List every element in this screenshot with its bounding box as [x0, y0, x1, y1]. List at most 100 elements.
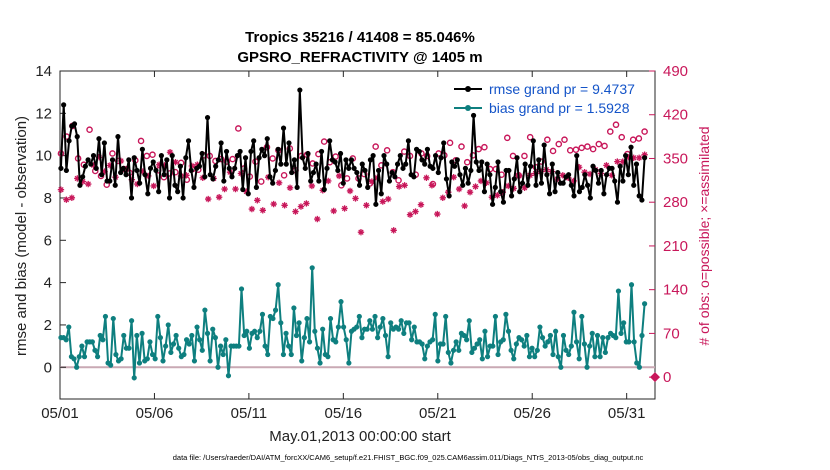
bias-point [440, 341, 446, 347]
bias-point [92, 347, 98, 353]
bias-point [327, 315, 334, 322]
rmse-point [340, 180, 346, 186]
obs-assimilated-marker [303, 200, 310, 207]
rmse-point [500, 199, 507, 205]
rmse-point [112, 182, 118, 188]
bias-point [286, 343, 292, 349]
y-tick-label: 14 [35, 63, 52, 80]
y-tick-label: 12 [35, 105, 52, 122]
obs-possible-marker [595, 140, 603, 148]
obs-assimilated-marker [630, 154, 637, 162]
bias-point [181, 351, 187, 358]
obs-possible-marker [372, 143, 379, 150]
bias-point [173, 332, 179, 339]
obs-assimilated-marker [117, 157, 125, 165]
obs-possible-marker [149, 151, 156, 159]
bias-point [333, 339, 339, 345]
bias-point [354, 324, 360, 330]
rmse-point [582, 172, 588, 178]
rmse-point [96, 136, 102, 142]
tick-labels: 05/01 05/06 05/11 05/16 05/21 05/26 05/31 0 2 4 6 8… [35, 63, 688, 422]
bias-point [430, 337, 436, 343]
obs-assimilated-marker [368, 178, 376, 185]
obs-possible-marker [612, 121, 620, 129]
rmse-point [484, 161, 490, 167]
rmse-point [221, 178, 227, 184]
bias-point [79, 343, 85, 349]
obs-assimilated-marker [85, 180, 92, 188]
rmse-point [313, 161, 319, 167]
obs-assimilated-marker [205, 195, 212, 203]
bias-point [199, 347, 205, 353]
rmse-point [321, 186, 327, 193]
bias-point [220, 351, 226, 358]
rmse-point [419, 157, 425, 163]
bias-point [139, 330, 145, 337]
bias-point [602, 349, 608, 356]
bias-point [592, 354, 598, 360]
rmse-point [324, 165, 330, 171]
bias-point [306, 339, 313, 345]
bias-point [560, 332, 567, 339]
y-tick-label: 4 [44, 275, 52, 292]
bias-point [183, 337, 190, 343]
bias-point [293, 332, 300, 339]
bias-point [628, 282, 635, 288]
obs-assimilated-marker [434, 210, 441, 218]
rmse-point [631, 182, 637, 188]
rmse-point [210, 176, 216, 182]
bias-point [419, 341, 425, 347]
rmse-point [601, 191, 607, 197]
bias-point [110, 315, 116, 322]
bias-point [456, 347, 462, 353]
obs-assimilated-marker [586, 170, 594, 178]
rmse-point [289, 169, 295, 176]
rmse-point [196, 163, 202, 169]
bias-point [642, 301, 648, 307]
y-tick-label: 6 [44, 232, 52, 249]
y2-axis-label: # of obs: o=possible; ×=assimilated [696, 126, 712, 345]
obs-assimilated-marker [379, 198, 386, 205]
bias-point [343, 337, 349, 343]
obs-assimilated-marker [385, 195, 392, 203]
bias-point [280, 351, 287, 358]
bias-point [589, 330, 595, 337]
bias-point [495, 351, 501, 358]
bias-point [108, 362, 114, 368]
bias-point [204, 330, 211, 337]
bias-point [636, 364, 642, 370]
bias-point [490, 343, 496, 349]
obs-possible-marker [635, 135, 643, 142]
rmse-point [305, 150, 311, 157]
rmse-point [199, 150, 205, 157]
obs-assimilated-marker [95, 154, 103, 161]
rmse-point [430, 165, 436, 171]
rmse-point [126, 157, 132, 163]
obs-assimilated-marker [330, 207, 337, 215]
obs-possible-marker [235, 125, 242, 132]
rmse-point [479, 159, 485, 165]
y2-tick-label: 140 [663, 282, 688, 299]
bias-point [545, 339, 551, 345]
obs-assimilated-marker [232, 185, 239, 193]
bias-point [74, 364, 80, 370]
bias-point [395, 326, 402, 332]
rmse-point [476, 167, 482, 174]
rmse-point [166, 195, 173, 201]
rmse-point [587, 195, 593, 201]
rmse-point [310, 169, 317, 176]
rmse-point [617, 163, 623, 169]
obs-possible-marker [589, 145, 597, 153]
bias-point [369, 326, 376, 332]
obs-assimilated-marker [619, 158, 626, 165]
bias-point [492, 313, 499, 320]
rmse-point [359, 161, 365, 167]
obs-possible-marker [578, 144, 585, 152]
series-lines [58, 87, 648, 381]
bias-point [524, 332, 530, 339]
bias-point [388, 320, 394, 326]
rmse-point [115, 134, 121, 140]
rmse-point [487, 172, 493, 178]
bias-point [278, 320, 284, 326]
rmse-point [291, 157, 298, 163]
